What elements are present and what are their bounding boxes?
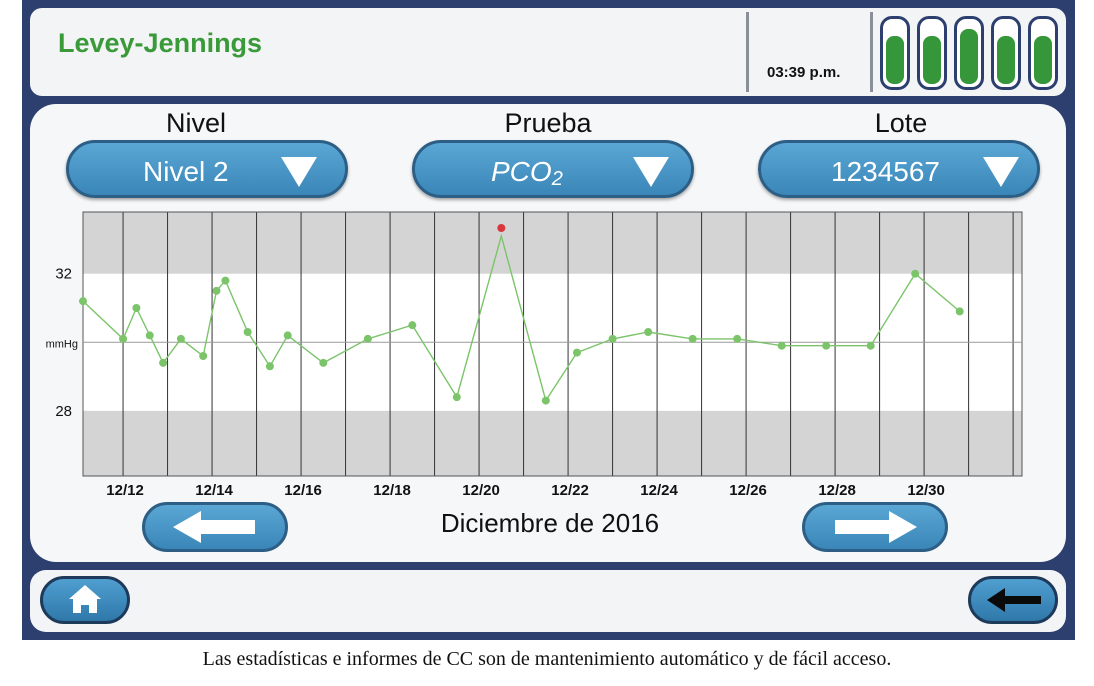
prueba-subscript: 2: [551, 168, 563, 190]
data-point: [221, 276, 230, 285]
data-point: [866, 341, 875, 350]
data-point: [243, 328, 252, 336]
nivel-value: Nivel 2: [143, 156, 229, 187]
data-point: [319, 358, 328, 367]
battery-cell-5: [1028, 16, 1058, 90]
battery-fill: [923, 36, 941, 84]
upper-out-of-range-band: [83, 212, 1022, 274]
figure-caption: Las estadísticas e informes de CC son de…: [202, 648, 892, 670]
header-divider: [746, 12, 749, 92]
data-point: [955, 307, 964, 316]
data-point: [644, 328, 653, 336]
arrow-right-icon: [835, 511, 917, 543]
data-point: [363, 334, 372, 343]
battery-cell-3: [954, 16, 984, 90]
clock-time: 03:39 p.m.: [767, 64, 841, 81]
chevron-down-icon: [983, 157, 1019, 187]
nivel-dropdown[interactable]: Nivel 2: [66, 140, 348, 198]
battery-cell-4: [991, 16, 1021, 90]
home-button[interactable]: [40, 576, 130, 624]
x-tick-label: 12/30: [907, 482, 945, 499]
data-point: [132, 304, 141, 312]
data-point: [212, 286, 221, 295]
x-tick-label: 12/24: [640, 482, 678, 499]
data-point: [541, 396, 550, 405]
chevron-down-icon: [281, 157, 317, 187]
data-point: [452, 393, 461, 402]
chevron-down-icon: [633, 157, 669, 187]
data-point: [176, 334, 185, 343]
device-frame: Levey-Jennings 03:39 p.m. Nivel Prueba L…: [22, 0, 1075, 640]
lower-out-of-range-band: [83, 410, 1022, 476]
series-line: [82, 233, 961, 403]
y-axis-unit-label: mmHg: [46, 338, 78, 350]
page-title: Levey-Jennings: [58, 28, 263, 58]
back-button[interactable]: [968, 576, 1058, 624]
data-point: [199, 352, 208, 360]
main-panel: Nivel Prueba Lote Nivel 2 PCO2 1234567 3…: [30, 104, 1066, 562]
plot-frame: [82, 211, 1023, 477]
lote-value: 1234567: [831, 156, 941, 187]
x-tick-label: 12/20: [462, 482, 500, 499]
lote-dropdown[interactable]: 1234567: [758, 140, 1040, 198]
data-point: [265, 362, 274, 371]
month-label: Diciembre de 2016: [440, 508, 660, 538]
x-tick-label: 12/16: [284, 482, 322, 499]
y-tick-label: 28: [55, 403, 72, 420]
levey-jennings-chart: 32 mmHg 28 12/12 12/14 12/16 12/18 12/20 12/22 12…: [46, 211, 1023, 499]
data-point: [572, 348, 581, 357]
battery-cell-1: [880, 16, 910, 90]
prueba-label: Prueba: [504, 108, 592, 138]
data-point: [119, 334, 128, 343]
battery-fill: [997, 36, 1015, 84]
battery-fill: [960, 29, 978, 84]
data-point: [408, 321, 417, 330]
back-arrow-icon: [987, 588, 1041, 612]
y-tick-label: 32: [55, 266, 72, 283]
lote-label: Lote: [874, 108, 928, 138]
data-point: [283, 331, 292, 340]
data-point: [79, 297, 87, 306]
footer-bar: [30, 570, 1066, 632]
data-point: [608, 334, 617, 343]
x-tick-label: 12/26: [729, 482, 767, 499]
data-point: [688, 334, 697, 343]
data-point: [145, 331, 154, 340]
data-point: [822, 341, 831, 350]
battery-cell-2: [917, 16, 947, 90]
nivel-label: Nivel: [165, 108, 226, 138]
x-tick-label: 12/14: [195, 482, 233, 499]
battery-indicator: [880, 16, 1060, 92]
battery-fill: [886, 36, 904, 84]
data-point: [911, 269, 920, 278]
prueba-value: PCO: [491, 156, 552, 187]
x-tick-label: 12/28: [818, 482, 856, 499]
data-point: [777, 341, 786, 350]
prueba-dropdown[interactable]: PCO2: [412, 140, 694, 198]
outlier-point: [497, 224, 506, 232]
next-month-button[interactable]: [802, 502, 948, 552]
data-point: [733, 334, 742, 343]
header-divider: [870, 12, 873, 92]
arrow-left-icon: [173, 511, 255, 543]
data-point: [159, 358, 168, 367]
x-tick-label: 12/22: [551, 482, 589, 499]
x-tick-label: 12/18: [373, 482, 411, 499]
previous-month-button[interactable]: [142, 502, 288, 552]
battery-fill: [1034, 36, 1052, 84]
x-tick-label: 12/12: [106, 482, 144, 499]
home-icon: [69, 585, 101, 613]
prueba-value-wrap: PCO2: [491, 156, 563, 190]
header-bar: Levey-Jennings 03:39 p.m.: [30, 8, 1066, 96]
